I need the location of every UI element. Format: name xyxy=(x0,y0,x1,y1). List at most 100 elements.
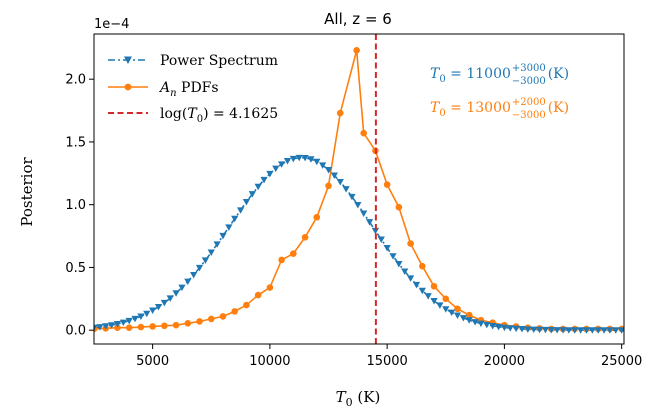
data-point xyxy=(606,327,614,334)
data-point xyxy=(577,327,585,334)
y-tick-label: 1.5 xyxy=(65,135,86,150)
x-tick-label: 15000 xyxy=(366,354,407,369)
y-scale-multiplier: 1e−4 xyxy=(94,17,129,32)
data-point xyxy=(618,327,624,334)
plot-frame xyxy=(93,33,625,345)
data-point xyxy=(465,311,473,319)
annotation-upper-error: +3000 xyxy=(512,63,546,74)
plot-clip-group xyxy=(94,34,624,344)
data-point xyxy=(477,320,485,328)
data-point xyxy=(448,309,456,317)
data-point xyxy=(190,271,198,279)
data-point xyxy=(242,199,251,206)
data-point xyxy=(272,165,280,173)
data-point xyxy=(301,234,309,241)
data-point xyxy=(161,322,168,330)
data-point xyxy=(213,241,221,248)
data-point xyxy=(96,324,104,331)
data-point xyxy=(243,301,250,309)
data-point xyxy=(119,319,127,327)
legend: Power Spectrum An PDFs log(T0) = 4.1625 xyxy=(108,53,278,125)
data-point xyxy=(313,213,321,221)
data-point xyxy=(383,244,391,252)
data-point xyxy=(360,210,368,217)
data-point xyxy=(219,313,227,320)
data-point xyxy=(219,232,227,240)
data-point xyxy=(166,295,174,302)
data-point xyxy=(406,275,415,282)
legend-label-reference: log(T0) = 4.1625 xyxy=(160,106,278,125)
y-tick-label: 0.0 xyxy=(65,324,86,339)
data-point xyxy=(459,315,467,322)
data-point xyxy=(389,253,397,260)
data-point xyxy=(231,308,239,315)
data-point xyxy=(360,129,367,137)
data-point xyxy=(278,161,286,168)
data-point xyxy=(154,303,163,311)
data-point xyxy=(201,257,209,264)
annotation-lower-error: −3000 xyxy=(512,76,546,87)
data-point xyxy=(430,282,438,290)
legend-marker-an-pdfs xyxy=(124,83,132,91)
data-point xyxy=(125,317,133,325)
data-point xyxy=(231,215,239,223)
annotation-value: T0 = 11000 xyxy=(430,66,511,85)
x-tick-label: 10000 xyxy=(249,354,290,369)
x-tick-label: 25000 xyxy=(601,354,642,369)
data-point xyxy=(184,278,192,286)
data-point xyxy=(424,293,432,300)
data-point xyxy=(178,284,186,292)
data-point xyxy=(143,310,151,318)
data-point xyxy=(207,315,215,323)
data-point xyxy=(518,326,526,333)
data-point xyxy=(453,312,462,320)
data-point xyxy=(207,249,215,256)
annotation-upper-error: +2000 xyxy=(512,97,546,108)
annotation-value: T0 = 13000 xyxy=(430,100,511,119)
data-point xyxy=(102,323,110,330)
data-point xyxy=(149,307,157,315)
axes: 5000 10000 15000 20000 25000 0.0 0.5 1.0 1.5 2.0 xyxy=(65,33,642,369)
series-line-0 xyxy=(94,156,622,331)
data-point xyxy=(278,256,285,264)
annotations: T0 = 11000 +3000 −3000 (K) T0 = 13000 +2000 −… xyxy=(430,63,569,121)
data-point xyxy=(430,298,438,305)
data-point xyxy=(512,325,520,333)
data-point xyxy=(524,326,532,333)
legend-label-power-spectrum: Power Spectrum xyxy=(160,53,278,69)
data-point xyxy=(149,323,156,330)
data-point xyxy=(401,268,409,275)
data-point xyxy=(196,318,203,325)
data-point xyxy=(407,240,414,247)
data-point xyxy=(172,321,180,329)
data-point xyxy=(248,191,256,198)
y-axis-label: Posterior xyxy=(18,157,36,227)
y-tick-label: 1.0 xyxy=(65,198,86,213)
data-point xyxy=(383,181,391,188)
data-point xyxy=(500,324,508,332)
data-point xyxy=(530,326,538,334)
data-point xyxy=(330,172,338,180)
data-point xyxy=(600,327,608,334)
data-point xyxy=(348,193,356,201)
annotation-t0-0: T0 = 11000 +3000 −3000 (K) xyxy=(430,63,569,87)
legend-marker-power-spectrum xyxy=(124,56,132,64)
data-point xyxy=(559,327,567,334)
chart-title: All, z = 6 xyxy=(324,10,392,28)
legend-label-an-pdfs: An PDFs xyxy=(158,80,219,99)
data-point xyxy=(612,327,620,334)
data-point xyxy=(471,319,479,326)
data-point xyxy=(266,170,274,178)
annotation-lower-error: −3000 xyxy=(512,110,546,121)
data-point xyxy=(125,324,133,331)
data-point xyxy=(283,158,292,165)
data-point xyxy=(225,224,233,231)
data-point xyxy=(131,315,139,323)
data-point xyxy=(184,319,192,327)
annotation-unit: (K) xyxy=(548,100,569,116)
data-point xyxy=(588,327,596,334)
data-point xyxy=(395,203,403,211)
data-point xyxy=(289,155,297,163)
data-point xyxy=(307,156,315,163)
